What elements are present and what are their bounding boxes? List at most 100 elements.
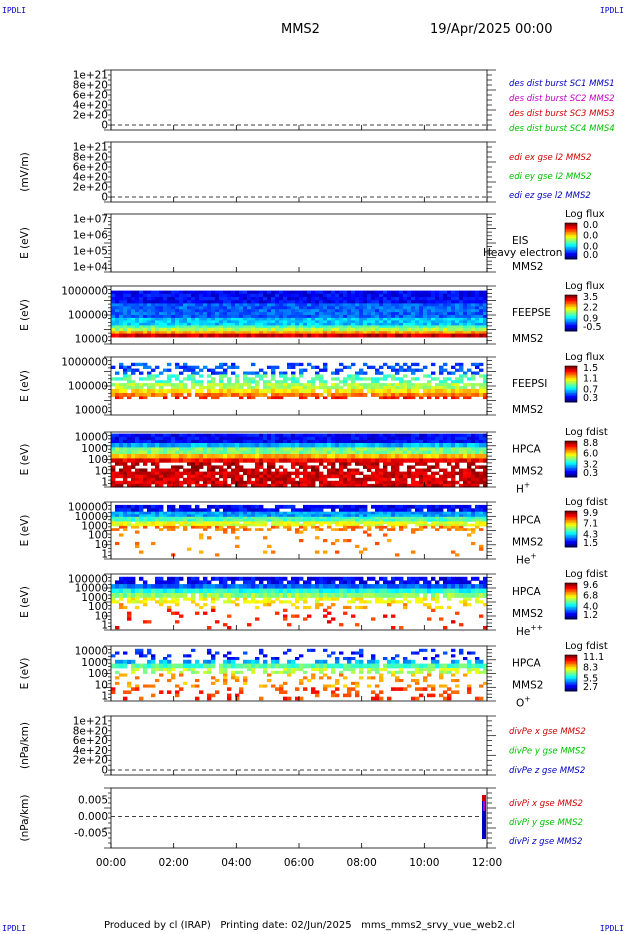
spectrogram-cell [403,300,408,304]
spectrogram-cell [119,333,124,338]
spectrogram-cell [379,471,384,476]
spectrogram-cell [323,303,328,307]
spectrogram-cell [315,371,320,375]
spectrogram-cell [343,306,348,310]
spectrogram-cell [167,508,172,513]
spectrogram-cell [147,300,152,304]
spectrogram-cell [467,439,472,444]
spectrogram-cell [171,458,176,463]
spectrogram-cell [395,317,400,321]
spectrogram-cell [467,315,472,319]
spectrogram-cell [331,433,336,438]
spectrogram-cell [275,433,280,438]
spectrogram-cell [407,315,412,319]
spectrogram-cell [395,508,400,513]
spectrogram-cell [323,333,328,338]
spectrogram-cell [199,388,204,394]
spectrogram-cell [419,317,424,321]
spectrogram-cell [207,333,212,338]
spectrogram-cell [351,386,356,390]
spectrogram-cell [451,474,456,479]
spectrogram-cell [479,303,484,307]
spectrogram-cell [263,550,268,554]
spectrogram-cell [431,333,436,338]
spectrogram-cell [239,386,244,390]
spectrogram-cell [299,320,304,324]
spectrogram-cell [447,303,452,307]
spectrogram-cell [327,320,332,324]
spectrogram-cell [155,514,160,518]
spectrogram-cell [295,523,300,527]
spectrogram-cell [139,383,144,387]
spectrogram-cell [203,317,208,321]
spectrogram-cell [467,447,472,452]
spectrogram-cell [335,514,340,518]
spectrogram-cell [315,504,320,509]
spectrogram-cell [127,396,132,400]
spectrogram-cell [259,474,264,479]
spectrogram-cell [191,454,196,459]
spectrogram-cell [379,443,384,448]
spectrogram-cell [431,306,436,310]
spectrogram-cell [123,368,128,372]
spectrogram-cell [311,521,316,525]
spectrogram-cell [475,516,480,520]
spectrogram-cell [159,315,164,319]
spectrogram-cell [211,433,216,438]
spectrogram-cell [395,290,400,295]
spectrogram-cell [371,393,376,397]
spectrogram-cell [179,333,184,338]
spectrogram-cell [135,383,140,387]
spectrogram-cell [403,306,408,310]
spectrogram-cell [427,331,432,334]
spectrogram-cell [335,386,340,390]
spectrogram-cell [155,588,160,594]
spectrogram-cell [275,436,280,441]
spectrogram-cell [119,303,124,307]
spectrogram-cell [275,365,280,369]
spectrogram-cell [239,306,244,310]
spectrogram-cell [135,331,140,334]
spectrogram-cell [343,521,348,525]
spectrogram-cell [199,483,204,488]
spectrogram-cell [387,439,392,444]
colorbar-tick-label: 7.1 [583,519,598,530]
spectrogram-cell [367,533,372,537]
spectrogram-cell [267,443,272,448]
spectrogram-cell [235,303,240,307]
spectrogram-cell [363,322,368,326]
spectrogram-cell [315,525,320,529]
spectrogram-cell [331,519,336,522]
spectrogram-cell [335,293,340,298]
spectrogram-cell [143,480,148,485]
spectrogram-cell [251,523,256,527]
colorbar-title: Log flux [565,209,605,220]
spectrogram-cell [467,377,472,381]
spectrogram-cell [139,377,144,381]
spectrogram-cell [199,593,204,598]
spectrogram-cell [331,371,336,375]
spectrogram-cell [435,377,440,381]
spectrogram-cell [111,514,116,518]
spectrogram-cell [399,293,404,298]
spectrogram-cell [279,320,284,324]
spectrogram-cell [359,550,364,554]
spectrogram-cell [211,333,216,338]
spectrogram-cell [319,380,324,384]
spectrogram-cell [183,325,188,329]
spectrogram-cell [459,439,464,444]
spectrogram-cell [259,447,264,452]
spectrogram-cell [127,433,132,438]
spectrogram-cell [183,306,188,310]
spectrogram-cell [115,593,120,598]
spectrogram-cell [171,327,176,332]
spectrogram-cell [207,380,212,384]
colorbar-tick-label: 1.1 [583,374,598,385]
spectrogram-cell [187,317,192,321]
spectrogram-cell [415,480,420,485]
spectrogram-cell [307,331,312,334]
spectrogram-cell [463,315,468,319]
spectrogram-cell [255,297,260,301]
spectrogram-cell [323,443,328,448]
spectrogram-cell [403,450,408,455]
